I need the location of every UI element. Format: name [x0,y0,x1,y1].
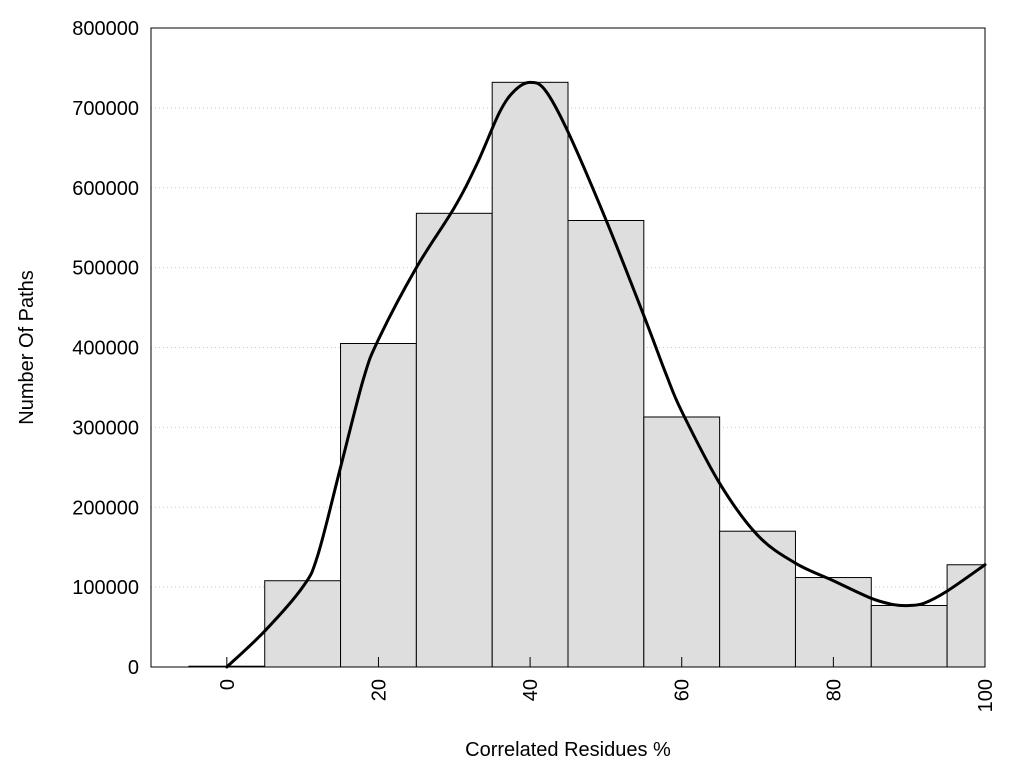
y-axis-ticks: 0 100000 200000 300000 400000 500000 600000 700… [72,18,139,679]
x-tick-label: 100 [975,679,997,712]
histogram-bar [870,604,948,668]
plot-area-frame [150,27,986,668]
x-tick-label: 60 [672,679,694,701]
histogram-bars [188,81,986,668]
histogram-bar [264,580,342,668]
histogram-bar [415,212,493,668]
y-axis-title: Number Of Paths [16,270,38,425]
y-tick-label: 400000 [72,338,139,360]
y-tick-label: 200000 [72,497,139,519]
histogram-bar [340,343,417,668]
density-curve [225,80,987,669]
x-tick-label: 40 [520,679,542,701]
y-tick-label: 500000 [72,258,139,280]
x-tick-label: 80 [823,679,845,701]
y-tick-label: 700000 [72,98,139,120]
y-tick-label: 600000 [72,178,139,200]
histogram-bar [491,81,569,668]
x-tick-label: 0 [217,679,239,690]
histogram-bar [946,564,986,668]
x-axis-ticks: 0 20 40 60 80 100 [217,657,997,712]
x-axis-title: Correlated Residues % [465,739,671,761]
y-tick-label: 800000 [72,18,139,40]
histogram-bar [719,530,796,668]
histogram-bar [794,577,872,668]
y-tick-label: 100000 [72,577,139,599]
y-tick-label: 300000 [72,417,139,439]
x-tick-label: 20 [368,679,390,701]
y-tick-label: 0 [128,657,139,679]
histogram-bar [567,219,645,668]
histogram-bar [643,416,721,668]
